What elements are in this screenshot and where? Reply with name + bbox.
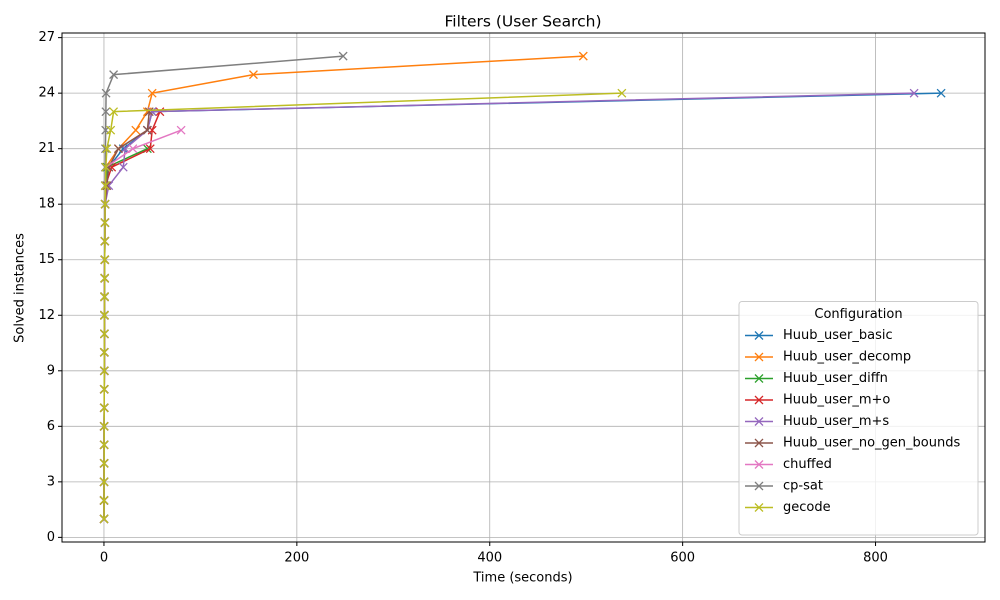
legend-label: Huub_user_m+s xyxy=(783,414,889,429)
marker xyxy=(99,384,109,394)
marker xyxy=(99,403,109,413)
marker xyxy=(99,477,109,487)
legend-label: chuffed xyxy=(783,457,832,472)
marker xyxy=(99,440,109,450)
marker xyxy=(101,162,111,172)
legend-marker xyxy=(754,374,764,383)
marker xyxy=(109,107,119,117)
marker xyxy=(338,51,348,61)
x-tick-label: 200 xyxy=(284,551,309,566)
marker xyxy=(99,329,109,339)
legend-marker xyxy=(754,460,764,469)
marker xyxy=(936,88,946,98)
legend-box xyxy=(738,301,979,536)
marker xyxy=(100,255,110,265)
marker xyxy=(248,70,258,80)
marker xyxy=(909,88,919,98)
marker xyxy=(109,70,119,80)
legend-marker xyxy=(754,481,764,491)
series-line xyxy=(103,92,622,519)
marker xyxy=(99,366,109,376)
y-tick-label: 27 xyxy=(38,30,55,45)
y-tick-label: 18 xyxy=(38,197,55,212)
marker xyxy=(102,144,112,154)
marker xyxy=(145,144,155,154)
x-axis-label: Time (seconds) xyxy=(472,571,572,586)
marker xyxy=(100,236,110,246)
marker xyxy=(99,421,109,431)
y-tick-label: 15 xyxy=(38,252,55,267)
marker xyxy=(100,292,109,302)
legend-label: Huub_user_decomp xyxy=(783,350,911,365)
legend-title: Configuration xyxy=(814,307,902,322)
marker xyxy=(118,162,128,172)
y-tick-label: 24 xyxy=(38,86,55,101)
marker xyxy=(617,88,627,98)
legend-marker xyxy=(754,503,764,512)
marker xyxy=(100,218,110,228)
legend-marker xyxy=(754,438,764,448)
y-axis-label: Solved instances xyxy=(13,233,28,343)
legend-marker xyxy=(754,331,764,340)
marker xyxy=(142,125,152,135)
marker xyxy=(106,125,116,135)
marker xyxy=(99,458,109,468)
legend-marker xyxy=(754,352,764,362)
x-tick-label: 800 xyxy=(863,551,888,566)
marker xyxy=(147,88,157,98)
y-tick-label: 21 xyxy=(38,141,55,156)
x-tick-label: 400 xyxy=(477,551,502,566)
marker xyxy=(99,347,109,357)
marker xyxy=(101,107,111,117)
y-tick-label: 12 xyxy=(38,308,55,323)
marker xyxy=(100,199,110,209)
legend-label: Huub_user_basic xyxy=(783,328,893,343)
marker xyxy=(578,51,588,61)
plot-frame xyxy=(61,32,986,543)
y-tick-label: 0 xyxy=(47,530,55,545)
legend-label: Huub_user_m+o xyxy=(783,393,890,408)
marker xyxy=(99,495,109,505)
marker xyxy=(102,181,112,191)
marker xyxy=(101,88,111,98)
legend-marker xyxy=(754,395,764,405)
marker xyxy=(131,125,141,135)
marker xyxy=(128,144,138,154)
legend-label: Huub_user_diffn xyxy=(783,371,888,386)
marker xyxy=(99,514,109,524)
legend-label: Huub_user_no_gen_bounds xyxy=(783,436,960,451)
marker xyxy=(99,310,109,320)
marker xyxy=(100,181,110,191)
legend-label: cp-sat xyxy=(783,479,823,494)
marker xyxy=(100,273,110,283)
marker xyxy=(113,144,123,154)
marker xyxy=(144,107,154,117)
legend-label: gecode xyxy=(783,500,831,515)
legend: Configuration Huub_user_basic Huub_user_de… xyxy=(738,301,979,536)
y-tick-label: 9 xyxy=(47,363,55,378)
y-tick-label: 3 xyxy=(47,474,55,489)
x-tick-label: 0 xyxy=(100,551,108,566)
marker xyxy=(176,125,186,135)
x-tick-label: 600 xyxy=(670,551,695,566)
legend-marker xyxy=(754,417,764,426)
chart-title: Filters (User Search) xyxy=(445,13,602,31)
y-tick-label: 6 xyxy=(47,419,55,434)
